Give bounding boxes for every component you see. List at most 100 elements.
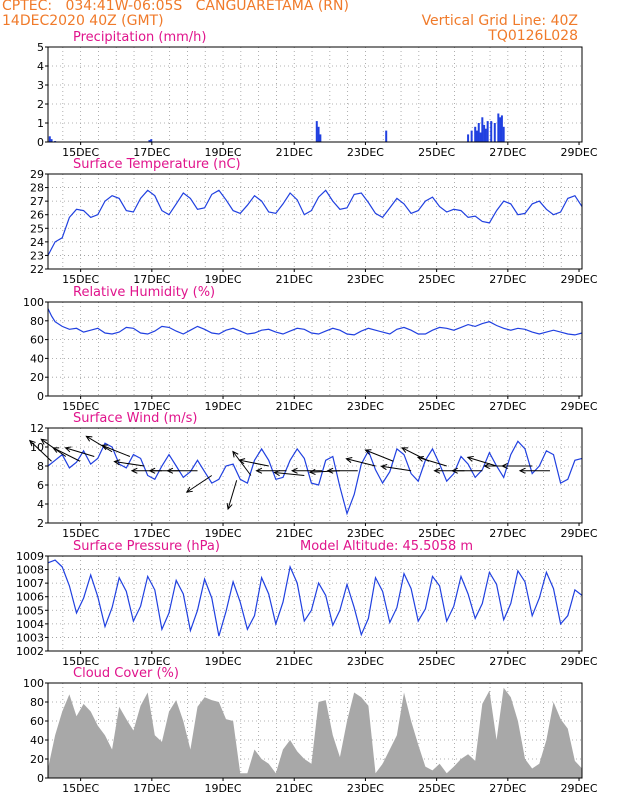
x-tick-label: 19DEC — [204, 400, 241, 413]
panel-title: Precipitation (mm/h) — [73, 30, 206, 45]
y-tick-label: 80 — [30, 696, 44, 709]
y-tick-label: 1002 — [16, 645, 44, 658]
y-tick-label: 2 — [37, 517, 44, 530]
x-tick-label: 29DEC — [560, 273, 597, 286]
y-tick-label: 22 — [30, 263, 44, 276]
wind-arrow — [466, 455, 497, 467]
bar — [481, 117, 484, 142]
wind-arrow-shaft — [227, 480, 238, 510]
wind-arrow-shaft — [239, 459, 269, 467]
bar — [385, 130, 388, 142]
bar — [467, 134, 470, 142]
x-tick-label: 17DEC — [133, 146, 170, 159]
wind-arrow-head — [148, 467, 156, 474]
x-tick-label: 27DEC — [489, 146, 526, 159]
x-tick-label: 17DEC — [133, 273, 170, 286]
x-tick-label: 19DEC — [204, 146, 241, 159]
bar — [315, 121, 318, 142]
x-tick-label: 19DEC — [204, 782, 241, 795]
x-tick-label: 29DEC — [560, 655, 597, 668]
wind-arrow — [364, 449, 394, 462]
x-tick-label: 15DEC — [62, 782, 99, 795]
wind-arrow — [255, 467, 287, 474]
panel-frame — [47, 682, 583, 779]
x-tick-label: 17DEC — [133, 527, 170, 540]
wind-arrow-head — [113, 459, 121, 466]
y-tick-label: 1007 — [16, 577, 44, 590]
x-tick-label: 23DEC — [347, 146, 384, 159]
y-tick-label: 5 — [37, 41, 44, 54]
panel-3: 0 20 40 60 80 100 15DEC 17DEC 19DEC 21DEC 23DEC 25D… — [23, 285, 598, 413]
wind-arrow-head — [290, 467, 298, 474]
wind-arrow — [345, 457, 376, 467]
header-grid-line: Vertical Grid Line: 40Z — [421, 13, 578, 29]
panel-frame — [47, 46, 583, 143]
wind-arrow-shaft — [65, 447, 95, 457]
x-tick-label: 21DEC — [276, 400, 313, 413]
x-tick-label: 25DEC — [418, 655, 455, 668]
y-tick-label: 10 — [30, 441, 44, 454]
x-tick-label: 23DEC — [347, 782, 384, 795]
y-tick-label: 1009 — [16, 550, 44, 563]
wind-arrow — [166, 467, 198, 474]
panel-title: Cloud Cover (%) — [73, 666, 179, 681]
wind-arrow — [100, 444, 131, 457]
wind-arrow — [232, 450, 252, 476]
wind-arrow-shaft — [274, 472, 305, 476]
x-tick-label: 27DEC — [489, 400, 526, 413]
bar — [486, 121, 489, 142]
wind-arrow-head — [28, 439, 36, 447]
panel-title: Surface Wind (m/s) — [73, 411, 197, 426]
wind-arrow-head — [483, 462, 490, 470]
wind-arrow — [380, 464, 412, 472]
wind-arrow — [85, 435, 113, 453]
panel-frame — [47, 301, 583, 397]
wind-arrow — [185, 475, 213, 493]
wind-arrow-head — [40, 438, 48, 445]
panel-6: 0 20 40 60 80 100 15DEC 17DEC 19DEC 21DEC 23DEC 25D… — [23, 666, 598, 795]
bar — [500, 115, 503, 142]
wind-arrow-head — [130, 467, 138, 474]
wind-arrow-head — [238, 458, 246, 465]
wind-arrow-shaft — [52, 447, 81, 462]
x-tick-label: 25DEC — [418, 527, 455, 540]
wind-arrow-head — [501, 462, 508, 470]
y-tick-label: 40 — [30, 734, 44, 747]
y-tick-label: 80 — [30, 315, 44, 328]
y-tick-label: 3 — [37, 79, 44, 92]
y-tick-label: 25 — [30, 222, 44, 235]
bar — [493, 123, 496, 142]
x-tick-label: 21DEC — [276, 273, 313, 286]
wind-arrow-shaft — [186, 475, 213, 493]
wind-arrow — [290, 467, 323, 474]
x-tick-label: 15DEC — [62, 400, 99, 413]
cloud-area — [48, 687, 582, 778]
wind-arrow-head — [326, 467, 334, 474]
bar — [150, 139, 153, 142]
x-tick-label: 23DEC — [347, 273, 384, 286]
x-tick-label: 17DEC — [133, 655, 170, 668]
y-tick-label: 0 — [37, 390, 44, 403]
bar — [317, 126, 320, 142]
series-line — [47, 440, 583, 516]
wind-arrow-head — [308, 468, 316, 476]
bar — [479, 132, 482, 142]
x-tick-label: 27DEC — [489, 782, 526, 795]
wind-arrow — [238, 458, 269, 467]
bar — [50, 139, 53, 142]
wind-arrow-head — [166, 467, 174, 474]
wind-arrow-head — [273, 469, 281, 477]
y-tick-label: 1006 — [16, 591, 44, 604]
x-tick-label: 15DEC — [62, 655, 99, 668]
y-tick-label: 12 — [30, 422, 44, 435]
x-tick-label: 23DEC — [347, 400, 384, 413]
y-tick-label: 1 — [37, 117, 44, 130]
model-altitude-label: Model Altitude: 45.5058 m — [300, 539, 473, 554]
wind-arrow — [52, 447, 81, 462]
wind-arrow-head — [401, 447, 409, 453]
wind-arrow-shaft — [346, 458, 376, 467]
bar — [474, 126, 477, 142]
series-line — [47, 308, 583, 336]
